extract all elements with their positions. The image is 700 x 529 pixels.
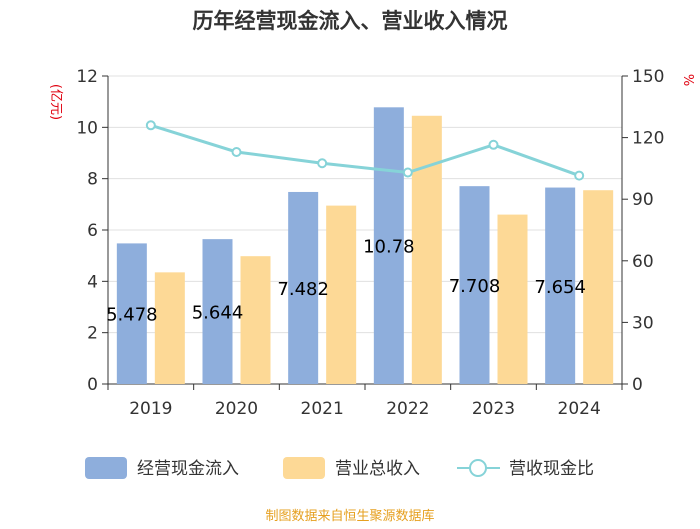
legend: 经营现金流入 营业总收入 营收现金比 <box>85 457 594 479</box>
bar-cash-inflow <box>459 186 490 384</box>
left-axis-ticks: 0 2 4 6 8 10 12 <box>76 67 108 395</box>
bar-revenue <box>583 190 614 384</box>
left-tick-label: 12 <box>76 67 98 87</box>
ratio-line <box>145 120 585 181</box>
left-tick-label: 8 <box>87 170 98 190</box>
legend-swatch-cash-inflow <box>85 457 127 479</box>
right-axis-ticks: 0 30 60 90 120 150 <box>622 67 664 395</box>
bar-cash-inflow <box>545 187 576 384</box>
x-tick-label: 2023 <box>472 399 515 419</box>
right-tick-label: 60 <box>632 252 654 272</box>
left-tick-label: 6 <box>87 221 98 241</box>
ratio-point <box>231 146 242 157</box>
ratio-point <box>574 170 585 181</box>
bar-revenue <box>154 272 185 384</box>
bar-revenue <box>240 256 271 384</box>
ratio-point <box>402 167 413 178</box>
x-tick-label: 2020 <box>215 399 258 419</box>
right-tick-label: 0 <box>632 375 643 395</box>
x-tick-label: 2024 <box>558 399 601 419</box>
data-label-cash-inflow: 5.478 <box>106 305 158 326</box>
ratio-point <box>488 139 499 150</box>
right-tick-label: 150 <box>632 67 664 87</box>
bar-cash-inflow <box>116 243 147 384</box>
ratio-point <box>145 120 156 131</box>
data-label-cash-inflow: 7.654 <box>534 277 586 298</box>
left-tick-label: 10 <box>76 118 98 138</box>
data-label-cash-inflow: 7.708 <box>449 276 501 297</box>
bar-revenue <box>411 115 442 385</box>
bar-revenue <box>326 205 357 384</box>
chart-title: 历年经营现金流入、营业收入情况 <box>193 9 508 33</box>
data-label-cash-inflow: 5.644 <box>192 303 244 324</box>
left-tick-label: 0 <box>87 375 98 395</box>
left-tick-label: 4 <box>87 272 98 292</box>
x-axis-ticks: 2019 2020 2021 2022 2023 2024 <box>107 384 623 419</box>
data-label-cash-inflow: 7.482 <box>277 279 329 300</box>
legend-label-ratio: 营收现金比 <box>509 459 594 479</box>
legend-marker-ratio <box>469 459 487 477</box>
legend-label-revenue: 营业总收入 <box>335 459 420 479</box>
ratio-line-path <box>150 123 580 177</box>
x-tick-label: 2022 <box>386 399 429 419</box>
x-tick-label: 2019 <box>129 399 172 419</box>
bar-cash-inflow <box>288 191 319 384</box>
right-axis-unit: % <box>680 74 695 86</box>
bar-cash-inflow <box>202 239 233 384</box>
data-labels: 5.478 5.644 7.482 10.78 7.708 7.654 <box>106 237 586 326</box>
right-tick-label: 90 <box>632 190 654 210</box>
right-tick-label: 120 <box>632 129 664 149</box>
bar-revenue <box>497 214 528 384</box>
legend-swatch-revenue <box>283 457 325 479</box>
data-label-cash-inflow: 10.78 <box>363 237 415 258</box>
grid-lines <box>108 75 622 334</box>
legend-label-cash-inflow: 经营现金流入 <box>137 459 239 479</box>
ratio-point <box>317 158 328 169</box>
right-tick-label: 30 <box>632 313 654 333</box>
footer-source: 制图数据来自恒生聚源数据库 <box>265 508 434 524</box>
bars <box>116 107 614 385</box>
left-axis-unit: (亿元) <box>48 84 63 120</box>
bar-cash-inflow <box>373 107 404 385</box>
x-tick-label: 2021 <box>301 399 344 419</box>
left-tick-label: 2 <box>87 324 98 344</box>
